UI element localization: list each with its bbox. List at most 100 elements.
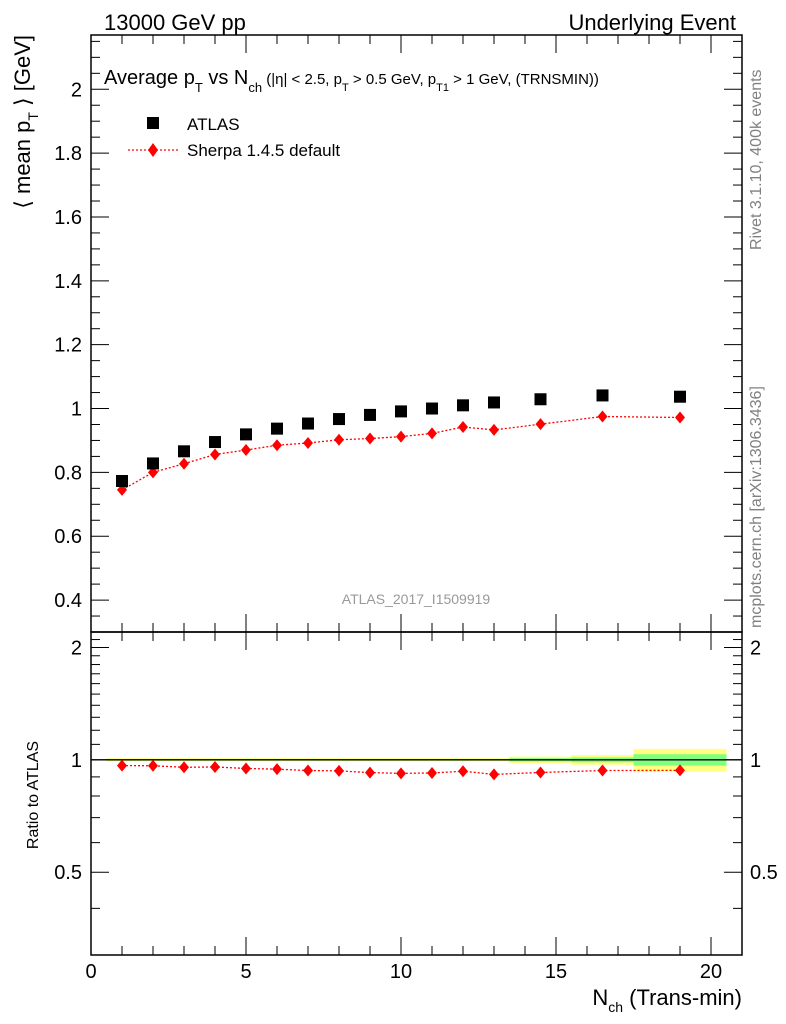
atlas-point <box>240 428 252 441</box>
title-part-2: vs N <box>203 67 249 89</box>
ratio-point <box>117 759 127 772</box>
ratio-point <box>365 766 375 779</box>
sherpa-line <box>121 415 681 491</box>
main-y-axis-label: ⟨ mean pT ⟩ [GeV] <box>10 35 41 209</box>
legend-atlas-label: ATLAS <box>187 115 240 134</box>
sherpa-point <box>179 457 189 470</box>
ratio-point <box>210 760 220 773</box>
ratio-y-tick-label-right: 1 <box>750 750 761 772</box>
sherpa-point <box>535 418 546 431</box>
ratio-point <box>148 759 158 772</box>
ratio-line <box>121 764 681 776</box>
ratio-point <box>241 762 251 775</box>
sherpa-point <box>675 411 685 424</box>
ratio-point <box>535 766 546 779</box>
atlas-point <box>674 390 686 403</box>
main-y-tick-label: 1.8 <box>54 143 82 165</box>
title-sub-4: T1 <box>436 82 449 94</box>
ratio-point <box>272 763 282 776</box>
atlas-point <box>178 445 190 458</box>
atlas-point <box>302 417 314 430</box>
sherpa-point <box>241 444 251 457</box>
axis-ticks <box>90 35 743 956</box>
rivet-label: Rivet 3.1.10, 400k events <box>748 69 765 250</box>
header-right: Underlying Event <box>568 10 736 35</box>
ratio-point <box>334 764 344 777</box>
ratio-point <box>303 764 313 777</box>
x-tick-label: 15 <box>545 961 567 983</box>
sherpa-point <box>272 439 282 452</box>
ratio-y-tick-label: 2 <box>71 637 82 659</box>
xlabel-a: N <box>592 985 608 1010</box>
atlas-point <box>116 474 128 487</box>
legend: ATLAS Sherpa 1.4.5 default <box>128 115 340 160</box>
atlas-point <box>534 393 547 406</box>
atlas-point <box>209 436 221 449</box>
ratio-point <box>396 767 406 780</box>
sherpa-point <box>427 427 437 440</box>
x-tick-label: 0 <box>85 961 96 983</box>
ratio-y-tick-label-right: 0.5 <box>750 862 778 884</box>
main-y-tick-label: 0.6 <box>54 526 82 548</box>
ratio-y-tick-label: 0.5 <box>54 862 82 884</box>
legend-sherpa-label: Sherpa 1.4.5 default <box>187 141 340 160</box>
analysis-watermark: ATLAS_2017_I1509919 <box>342 591 491 607</box>
xlabel-sub: ch <box>608 999 623 1015</box>
title-sub-2: ch <box>248 80 262 95</box>
ylabel-b: ⟩ [GeV] <box>10 35 35 112</box>
main-y-tick-label: 1.4 <box>54 271 82 293</box>
main-y-tick-label: 1.2 <box>54 335 82 357</box>
sherpa-point <box>489 423 499 436</box>
plot-title: Average pT vs Nch (|η| < 2.5, pT > 0.5 G… <box>104 67 599 95</box>
main-y-tick-label: 2 <box>71 79 82 101</box>
sherpa-point <box>365 432 375 445</box>
main-y-tick-label: 1 <box>71 399 82 421</box>
atlas-point <box>364 408 376 421</box>
sherpa-point <box>396 430 406 443</box>
main-y-tick-label: 0.4 <box>54 590 82 612</box>
main-mc-series <box>117 410 685 496</box>
atlas-point <box>271 422 283 435</box>
title-part-1: Average p <box>104 67 195 89</box>
x-tick-label: 20 <box>700 961 722 983</box>
ratio-plot-frame <box>90 631 743 956</box>
ratio-point <box>427 766 437 779</box>
atlas-point <box>488 396 500 409</box>
x-tick-label: 10 <box>390 961 412 983</box>
title-sub-3: T <box>342 82 349 94</box>
main-y-tick-label: 1.6 <box>54 207 82 229</box>
ratio-point <box>489 768 499 781</box>
atlas-point <box>395 405 407 418</box>
main-data-series <box>116 389 686 487</box>
ratio-point <box>179 761 189 774</box>
sherpa-point <box>303 437 313 450</box>
ylabel-sub: T <box>25 112 41 121</box>
mcplots-label: mcplots.cern.ch [arXiv:1306.3436] <box>748 386 765 628</box>
atlas-point <box>426 402 438 415</box>
ratio-y-tick-label: 1 <box>71 750 82 772</box>
atlas-point <box>333 413 345 426</box>
sherpa-point <box>210 448 220 461</box>
ratio-y-axis-label: Ratio to ATLAS <box>25 741 42 849</box>
ratio-point <box>597 764 608 777</box>
xlabel-b: (Trans-min) <box>623 985 742 1010</box>
title-part-4: > 0.5 GeV, p <box>349 71 436 88</box>
atlas-point <box>147 457 159 470</box>
legend-atlas-marker <box>147 117 159 129</box>
tick-labels: 0 5 10 15 20 0.4 0.6 0.8 1 1.2 1.4 1.6 1.8 2 0.5 0.5 1 1 2… <box>54 79 778 983</box>
ratio-series <box>91 759 742 781</box>
ratio-point <box>458 765 468 778</box>
atlas-point <box>596 389 609 402</box>
sherpa-point <box>334 433 344 446</box>
legend-sherpa-marker <box>148 143 158 157</box>
title-part-5: > 1 GeV, (TRNSMIN)) <box>449 71 599 88</box>
title-sub-1: T <box>195 80 203 95</box>
ylabel-a: ⟨ mean p <box>10 121 35 209</box>
sherpa-point <box>458 421 468 434</box>
title-part-3: (|η| < 2.5, p <box>262 71 342 88</box>
main-y-tick-label: 0.8 <box>54 462 82 484</box>
x-axis-label: Nch (Trans-min) <box>592 985 742 1015</box>
header-left: 13000 GeV pp <box>104 10 246 35</box>
atlas-point <box>457 399 469 412</box>
